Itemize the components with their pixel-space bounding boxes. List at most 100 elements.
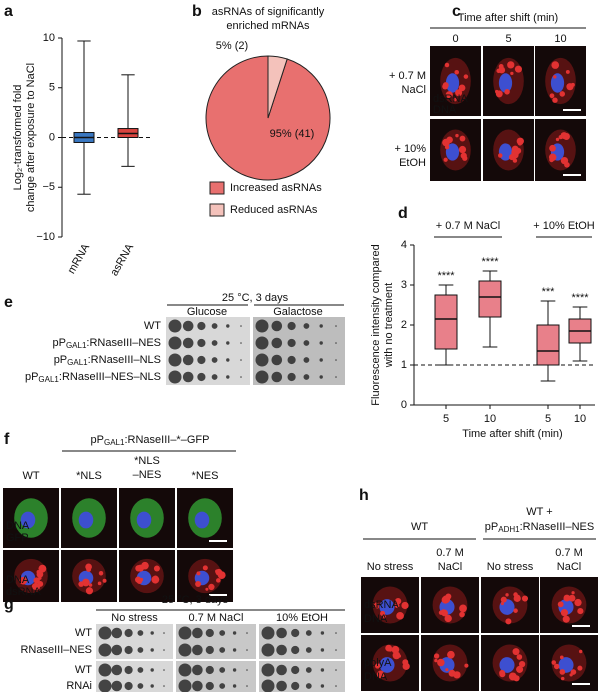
spot: [219, 667, 226, 673]
granule: [574, 598, 582, 607]
spot: [150, 684, 154, 688]
granule: [394, 597, 402, 605]
granule: [500, 602, 504, 606]
granule: [495, 90, 503, 98]
header: pPGAL1:RNaseIII–*–GFP: [91, 434, 210, 447]
spot: [111, 627, 123, 639]
spot: [226, 324, 230, 328]
panel-letter: c: [452, 3, 461, 20]
spot: [150, 648, 154, 652]
granule: [441, 609, 448, 617]
text-part: :RNaseIII–NLS: [88, 354, 161, 366]
spot: [320, 648, 325, 652]
granule: [380, 610, 386, 616]
granule: [217, 571, 226, 580]
y-tick-label: 10: [43, 32, 55, 44]
column-label: 5: [505, 33, 511, 45]
granule: [442, 83, 449, 90]
granule: [216, 578, 221, 583]
granule: [549, 157, 554, 163]
spot: [319, 341, 323, 345]
spot: [271, 337, 283, 349]
granule: [453, 97, 457, 102]
granule: [549, 93, 555, 99]
channel-label: DNA: [6, 520, 30, 532]
group-label: + 0.7 M NaCl: [436, 220, 501, 232]
spot: [319, 358, 323, 362]
panel-letter: a: [4, 3, 13, 20]
spot: [335, 359, 337, 361]
granule: [560, 156, 569, 165]
granule: [392, 651, 401, 660]
spot: [137, 683, 144, 689]
spot: [98, 663, 112, 677]
channel-label: DNA: [364, 671, 388, 683]
y-axis-label: change after exposure to NaCl: [25, 63, 37, 212]
text-part: pP: [91, 434, 104, 446]
text-part: GAL1: [67, 358, 88, 367]
spot: [219, 630, 226, 636]
spot: [182, 320, 194, 332]
spot: [163, 685, 165, 687]
granule: [397, 612, 403, 619]
granule: [455, 89, 463, 97]
x-tick-label: 10: [574, 413, 586, 425]
spot: [197, 338, 206, 348]
nucleus: [379, 599, 395, 615]
spot: [178, 626, 192, 640]
spot: [271, 371, 283, 383]
column-label: 0: [452, 33, 458, 45]
granule: [551, 660, 557, 665]
row-label: + 10%: [395, 143, 427, 155]
x-axis-label: Time after shift (min): [462, 428, 562, 440]
granule: [444, 614, 452, 623]
spot: [287, 321, 296, 331]
granule: [136, 578, 143, 584]
row-label: WT: [75, 627, 92, 639]
panel-letter: d: [398, 205, 408, 222]
granule: [562, 615, 570, 623]
granule: [505, 618, 512, 625]
panel-letter: f: [4, 431, 10, 448]
y-tick-label: −5: [42, 181, 55, 193]
spot: [335, 342, 337, 344]
column-label: No stress: [367, 561, 414, 573]
granule: [578, 649, 583, 654]
column-label: WT: [22, 470, 39, 482]
granule: [445, 91, 453, 99]
row-label: EtOH: [399, 157, 426, 169]
nucleus: [379, 657, 395, 673]
granule: [459, 135, 466, 142]
spot: [320, 684, 325, 688]
text-part: pP: [25, 371, 38, 383]
spot: [246, 669, 248, 671]
granule: [560, 609, 569, 617]
spot: [240, 359, 242, 361]
granule: [510, 71, 514, 76]
granule: [36, 571, 44, 578]
granule: [448, 669, 456, 677]
chart-title: asRNAs of significantly: [212, 6, 325, 18]
granule: [208, 583, 215, 591]
granule: [559, 91, 566, 97]
granule: [85, 563, 92, 571]
column-label: 0.7 M: [436, 547, 464, 559]
spot: [261, 643, 275, 657]
y-tick-label: −10: [36, 231, 55, 243]
text-part: pP: [54, 354, 67, 366]
granule: [512, 648, 520, 656]
granule: [513, 608, 518, 613]
channel-label: polyA: [364, 657, 392, 669]
spot: [178, 679, 192, 692]
granule: [78, 581, 84, 587]
granule: [401, 601, 409, 610]
granule: [374, 663, 381, 669]
y-tick-label: 1: [401, 359, 407, 371]
granule: [553, 75, 557, 79]
column-label: *NLS: [76, 470, 102, 482]
spot: [197, 321, 206, 331]
granule: [153, 565, 160, 572]
panel-letter: g: [4, 596, 14, 613]
granule: [442, 138, 450, 147]
significance: ****: [571, 292, 589, 304]
